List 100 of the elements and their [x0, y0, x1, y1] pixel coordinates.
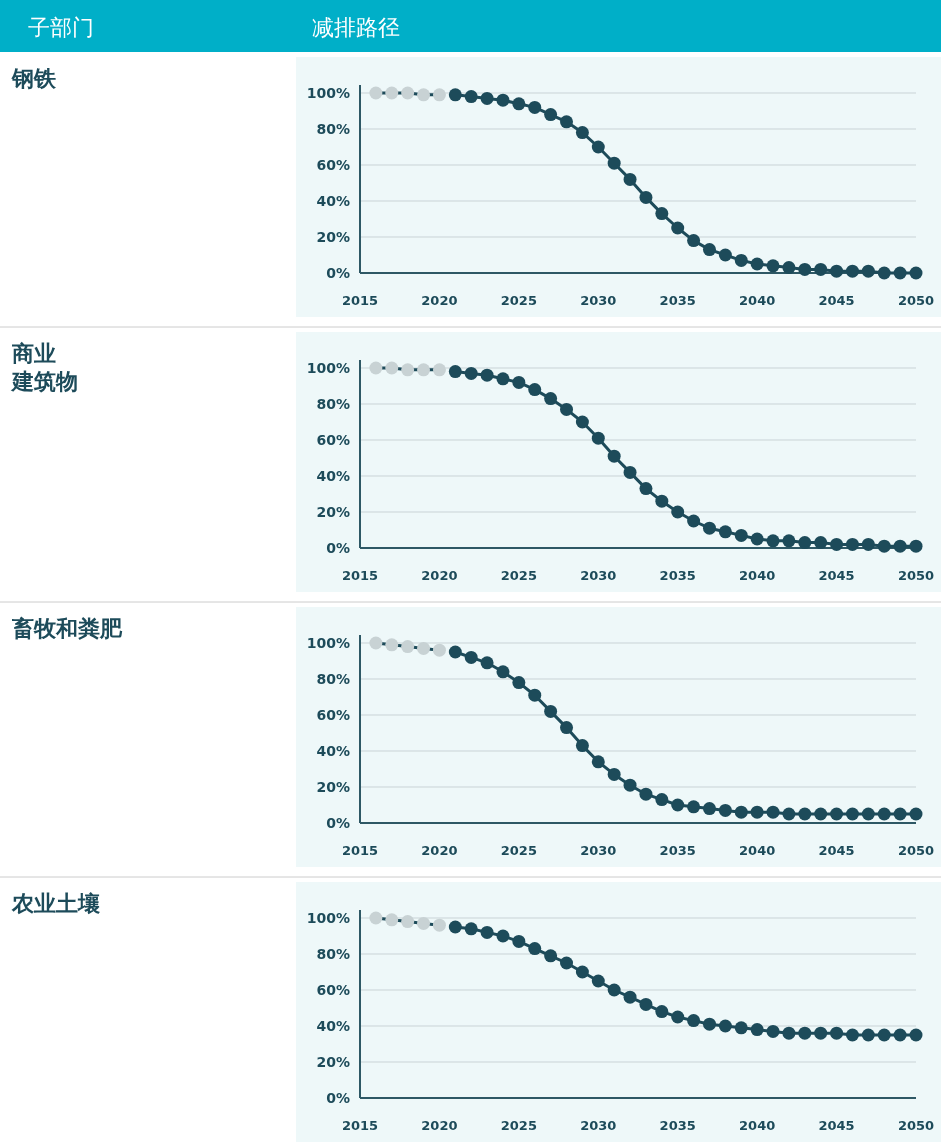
point [496, 929, 510, 943]
point [448, 645, 462, 659]
point [385, 913, 399, 927]
point [909, 1028, 923, 1042]
point [877, 266, 891, 280]
y-tick-label: 100% [306, 910, 350, 926]
point [401, 915, 415, 929]
point [496, 665, 510, 679]
point [528, 100, 542, 114]
y-tick-label: 60% [316, 157, 350, 173]
point [575, 415, 589, 429]
point [432, 88, 446, 102]
point [448, 88, 462, 102]
point [432, 643, 446, 657]
x-tick-label: 2030 [580, 293, 617, 308]
point [560, 115, 574, 129]
point [814, 1026, 828, 1040]
point [512, 375, 526, 389]
point [401, 86, 415, 100]
point [591, 755, 605, 769]
point [782, 261, 796, 275]
point [766, 534, 780, 548]
point [401, 363, 415, 377]
point [766, 1024, 780, 1038]
y-tick-label: 80% [316, 946, 350, 962]
point [369, 911, 383, 925]
point [655, 793, 669, 807]
x-tick-label: 2025 [500, 568, 537, 583]
text: 建筑物 [10, 369, 78, 394]
point [607, 983, 621, 997]
text: 农业土壤 [11, 891, 101, 916]
point [702, 521, 716, 535]
text: 子部门 [28, 15, 94, 40]
point [861, 537, 875, 551]
point [639, 787, 653, 801]
point [893, 807, 907, 821]
point [798, 1026, 812, 1040]
x-tick-label: 2045 [818, 293, 855, 308]
point [718, 1019, 732, 1033]
point [671, 505, 685, 519]
point [798, 536, 812, 550]
point [861, 1028, 875, 1042]
point [560, 956, 574, 970]
point [830, 264, 844, 278]
x-tick-label: 2045 [818, 1118, 855, 1133]
point [845, 1028, 859, 1042]
y-tick-label: 80% [316, 121, 350, 137]
point [464, 366, 478, 380]
point [448, 920, 462, 934]
point [623, 172, 637, 186]
point [798, 262, 812, 276]
point [591, 974, 605, 988]
point [512, 97, 526, 111]
point [909, 539, 923, 553]
point [877, 1028, 891, 1042]
point [909, 266, 923, 280]
point [782, 807, 796, 821]
point [432, 918, 446, 932]
point [369, 86, 383, 100]
point [607, 156, 621, 170]
point [687, 514, 701, 528]
point [702, 802, 716, 816]
x-tick-label: 2025 [500, 293, 537, 308]
point [687, 800, 701, 814]
point [830, 537, 844, 551]
point [417, 916, 431, 930]
point [734, 253, 748, 267]
point [417, 641, 431, 655]
x-tick-label: 2035 [659, 568, 696, 583]
y-tick-label: 60% [316, 982, 350, 998]
x-tick-label: 2015 [341, 843, 379, 858]
point [401, 640, 415, 654]
point [496, 372, 510, 386]
y-tick-label: 0% [326, 1090, 350, 1106]
x-tick-label: 2020 [421, 293, 458, 308]
y-tick-label: 20% [316, 504, 350, 520]
y-tick-label: 80% [316, 396, 350, 412]
x-tick-label: 2025 [500, 1118, 537, 1133]
point [512, 676, 526, 690]
point [671, 1010, 685, 1024]
point [734, 805, 748, 819]
point [417, 363, 431, 377]
x-tick-label: 2035 [659, 1118, 696, 1133]
x-tick-label: 2020 [421, 568, 458, 583]
point [480, 925, 494, 939]
y-tick-label: 0% [326, 815, 350, 831]
point [528, 942, 542, 956]
point [861, 807, 875, 821]
y-tick-label: 0% [326, 265, 350, 281]
x-tick-label: 2030 [580, 843, 617, 858]
point [591, 431, 605, 445]
point [369, 361, 383, 375]
point [575, 126, 589, 140]
point [877, 539, 891, 553]
point [909, 807, 923, 821]
x-tick-label: 2025 [500, 843, 537, 858]
point [687, 1014, 701, 1028]
x-tick-label: 2040 [739, 568, 776, 583]
point [718, 248, 732, 262]
point [814, 807, 828, 821]
